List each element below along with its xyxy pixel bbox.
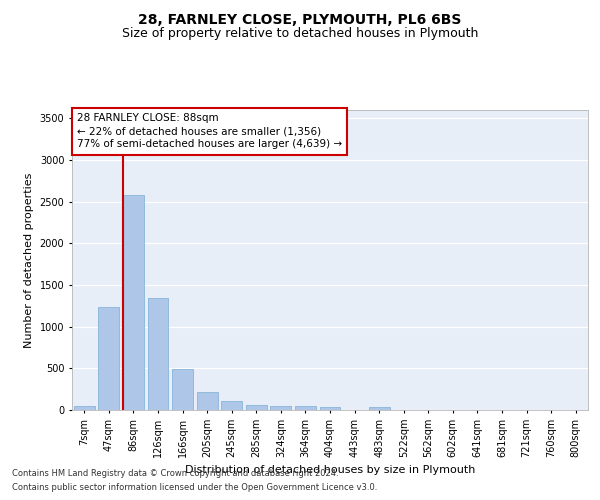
Text: Contains public sector information licensed under the Open Government Licence v3: Contains public sector information licen… bbox=[12, 484, 377, 492]
Bar bbox=[221, 401, 242, 410]
Bar bbox=[123, 195, 144, 410]
Bar bbox=[246, 406, 267, 410]
Bar bbox=[320, 406, 340, 410]
Bar bbox=[295, 406, 316, 410]
Bar bbox=[197, 392, 218, 410]
Text: 28 FARNLEY CLOSE: 88sqm
← 22% of detached houses are smaller (1,356)
77% of semi: 28 FARNLEY CLOSE: 88sqm ← 22% of detache… bbox=[77, 113, 342, 150]
Y-axis label: Number of detached properties: Number of detached properties bbox=[24, 172, 34, 348]
Bar bbox=[148, 298, 169, 410]
Bar bbox=[368, 406, 389, 410]
Text: Contains HM Land Registry data © Crown copyright and database right 2024.: Contains HM Land Registry data © Crown c… bbox=[12, 468, 338, 477]
Bar bbox=[271, 406, 292, 410]
X-axis label: Distribution of detached houses by size in Plymouth: Distribution of detached houses by size … bbox=[185, 466, 475, 475]
Bar bbox=[172, 369, 193, 410]
Bar bbox=[98, 306, 119, 410]
Bar bbox=[74, 406, 95, 410]
Text: 28, FARNLEY CLOSE, PLYMOUTH, PL6 6BS: 28, FARNLEY CLOSE, PLYMOUTH, PL6 6BS bbox=[139, 12, 461, 26]
Text: Size of property relative to detached houses in Plymouth: Size of property relative to detached ho… bbox=[122, 28, 478, 40]
